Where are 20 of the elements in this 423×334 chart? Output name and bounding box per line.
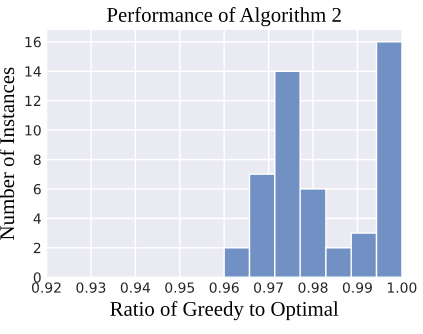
- x-tick-label: 1.00: [388, 282, 416, 293]
- x-tick-label: 0.99: [342, 282, 372, 293]
- x-tick-label: 0.92: [32, 282, 61, 293]
- x-tick-label: 0.95: [165, 282, 194, 293]
- y-tick-label: 12: [26, 96, 40, 106]
- y-tick-label: 10: [26, 125, 41, 136]
- x-tick-label: 0.98: [298, 282, 328, 293]
- x-tick-label: 0.97: [254, 282, 283, 293]
- y-tick-label: 4: [34, 214, 41, 224]
- x-tick-label: 0.96: [210, 282, 239, 293]
- y-tick-label: 6: [34, 184, 41, 194]
- x-axis-title: Ratio of Greedy to Optimal: [110, 301, 338, 320]
- chart-title: Performance of Algorithm 2: [107, 7, 341, 26]
- y-tick-label: 2: [34, 242, 40, 254]
- x-tick-label: 0.93: [76, 282, 106, 293]
- y-tick-label: 14: [26, 66, 41, 77]
- y-tick-label: 0: [34, 272, 41, 283]
- y-tick-label: 16: [26, 36, 41, 48]
- x-tick-label: 0.94: [120, 282, 150, 293]
- y-tick-label: 8: [34, 154, 41, 165]
